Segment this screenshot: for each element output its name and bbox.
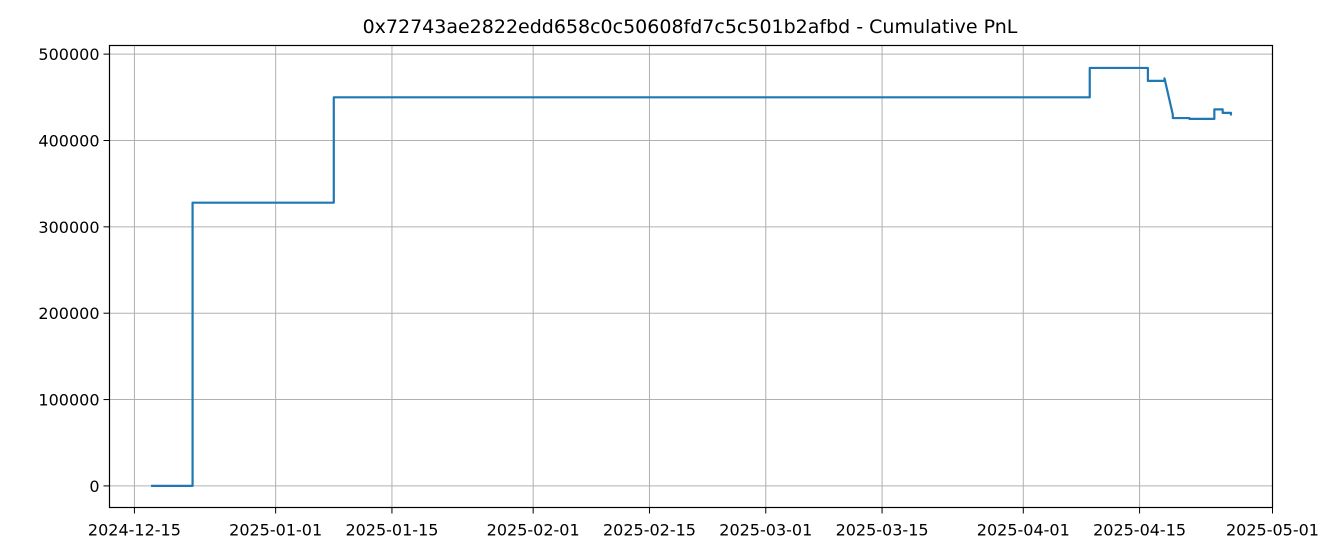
x-tick-label: 2025-04-01 [977, 521, 1070, 540]
x-tick-label: 2025-02-15 [603, 521, 696, 540]
x-tick-label: 2025-05-01 [1226, 521, 1319, 540]
grid-layer [109, 45, 1273, 508]
x-tick-label: 2025-01-15 [345, 521, 438, 540]
x-tick-label: 2024-12-15 [88, 521, 181, 540]
cumulative-pnl-line [151, 66, 1233, 488]
y-tick-label: 400000 [38, 131, 99, 150]
y-tick-label: 0 [89, 477, 99, 496]
x-tick-label: 2025-03-15 [836, 521, 929, 540]
plot-area-border [108, 44, 1274, 509]
x-tick-label: 2025-02-01 [487, 521, 580, 540]
chart-title: 0x72743ae2822edd658c0c50608fd7c5c501b2af… [363, 16, 1018, 38]
y-tick-label: 200000 [38, 304, 99, 323]
x-tick-label: 2025-01-01 [229, 521, 322, 540]
x-axis: 2024-12-15 2025-01-01 2025-01-15 2025-02-01… [88, 507, 1319, 540]
x-tick-label: 2025-03-01 [719, 521, 812, 540]
x-tick-label: 2025-04-15 [1093, 521, 1186, 540]
line-layer [151, 66, 1233, 488]
y-tick-label: 500000 [38, 45, 99, 64]
y-tick-label: 100000 [38, 391, 99, 410]
y-tick-label: 300000 [38, 218, 99, 237]
y-axis: 0 100000 200000 300000 400000 500000 [38, 45, 110, 496]
